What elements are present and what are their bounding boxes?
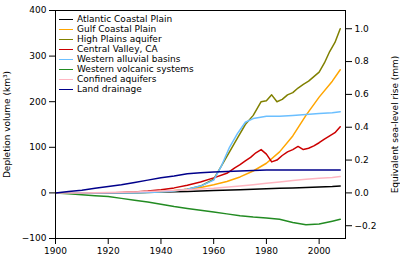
svg-text:0.8: 0.8 <box>355 56 370 66</box>
html-text:Atlantic Coastal Plain: Atlantic Coastal Plain <box>77 14 173 24</box>
svg-text:−100: −100 <box>22 233 47 243</box>
html-text:High Plains aquifer: High Plains aquifer <box>77 34 162 44</box>
html-text:Western alluvial basins: Western alluvial basins <box>77 54 181 64</box>
svg-text:Depletion volume (km³): Depletion volume (km³) <box>2 71 12 178</box>
html-text:Central Valley, CA: Central Valley, CA <box>77 44 158 54</box>
html-text:Land drainage: Land drainage <box>77 84 142 94</box>
html-text:Western volcanic systems: Western volcanic systems <box>77 64 194 74</box>
html-text:Confined aquifers: Confined aquifers <box>77 74 157 84</box>
svg-text:0.2: 0.2 <box>355 155 369 165</box>
svg-text:400: 400 <box>29 5 46 15</box>
svg-text:200: 200 <box>29 97 46 107</box>
svg-text:0: 0 <box>41 188 47 198</box>
svg-text:1940: 1940 <box>150 246 173 256</box>
svg-text:0.6: 0.6 <box>355 89 370 99</box>
svg-text:1.0: 1.0 <box>355 24 370 34</box>
svg-text:0.0: 0.0 <box>355 188 370 198</box>
svg-text:1980: 1980 <box>255 246 278 256</box>
svg-text:−0.2: −0.2 <box>355 221 377 231</box>
svg-text:2000: 2000 <box>308 246 331 256</box>
svg-text:0.4: 0.4 <box>355 122 370 132</box>
html-text:Gulf Coastal Plain: Gulf Coastal Plain <box>77 24 157 34</box>
svg-text:100: 100 <box>29 142 46 152</box>
svg-text:1900: 1900 <box>44 246 67 256</box>
svg-text:300: 300 <box>29 51 46 61</box>
svg-text:1960: 1960 <box>202 246 225 256</box>
svg-text:Equivalent sea-level rise (mm): Equivalent sea-level rise (mm) <box>390 56 400 194</box>
svg-text:1920: 1920 <box>97 246 120 256</box>
